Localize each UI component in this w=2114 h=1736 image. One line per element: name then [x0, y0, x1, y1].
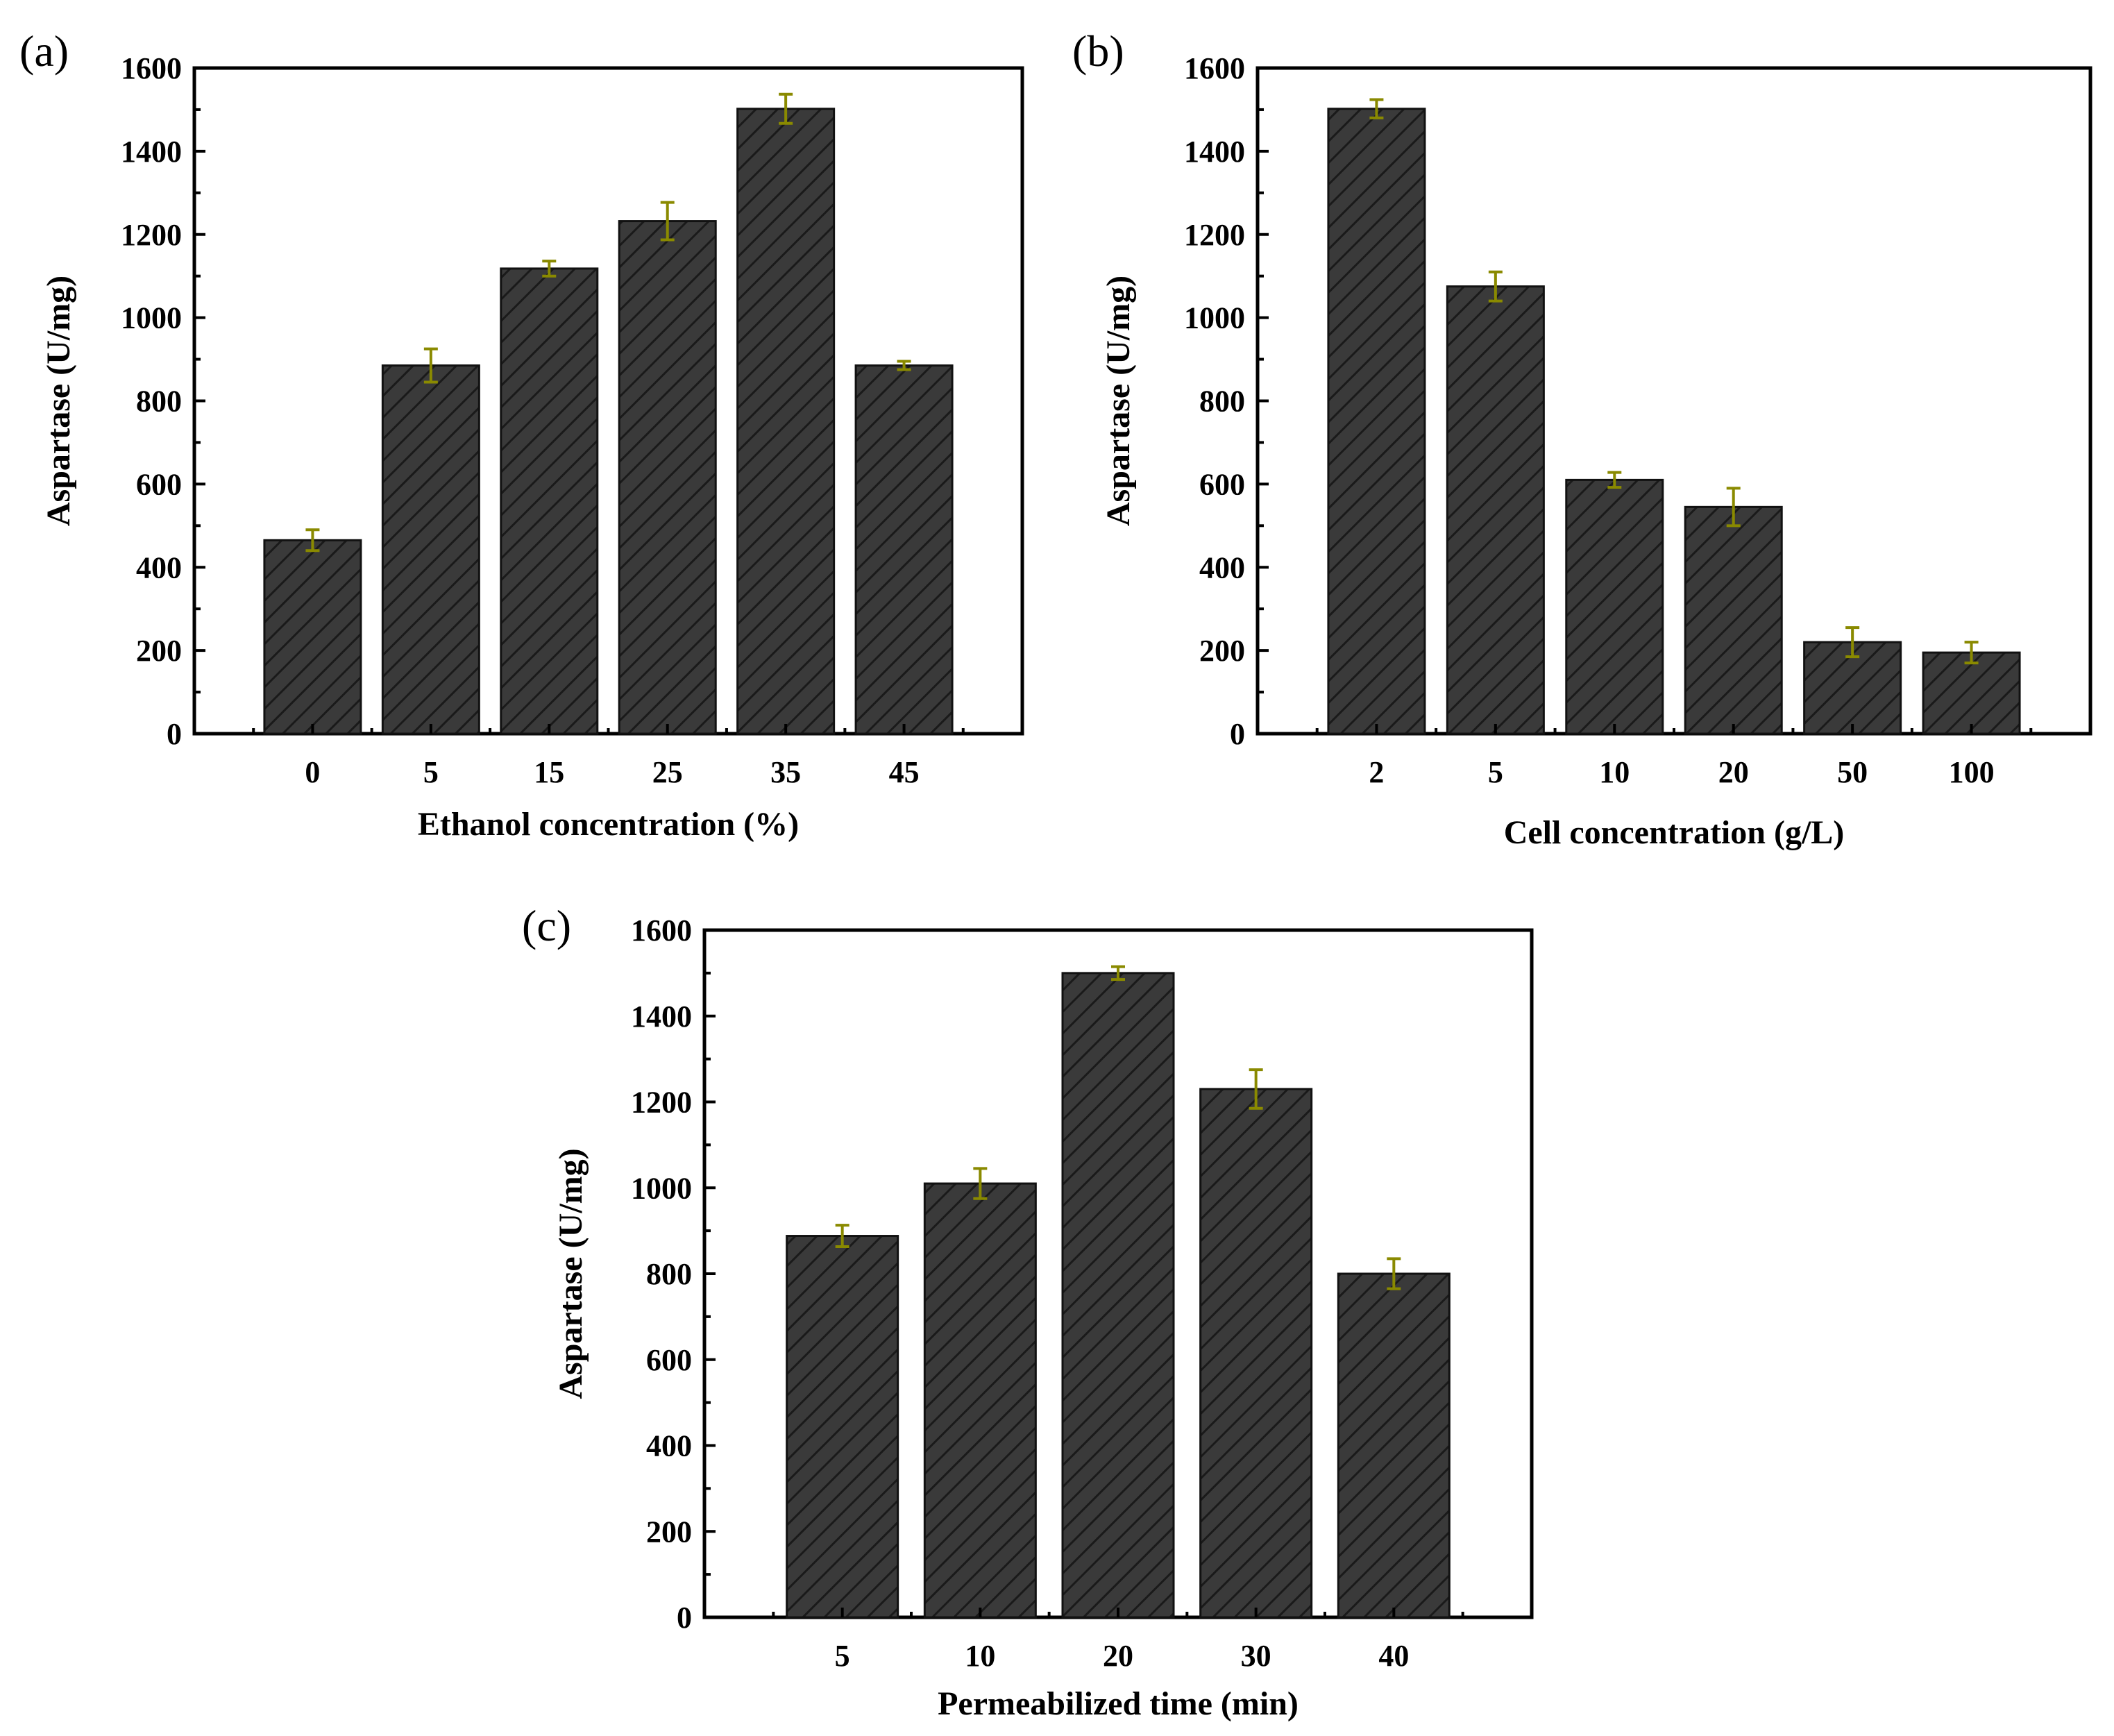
bar: [1199, 1088, 1313, 1619]
y-tick-label: 1600: [1184, 51, 1245, 85]
y-tick-label: 200: [646, 1515, 692, 1549]
x-tick-label: 20: [1718, 755, 1749, 789]
x-tick-label: 10: [1599, 755, 1630, 789]
x-tick-label: 40: [1378, 1639, 1409, 1673]
x-tick-label: 100: [1949, 755, 1995, 789]
y-tick-label: 800: [646, 1257, 692, 1291]
x-tick-label: 35: [770, 755, 801, 789]
panel-label-b: (b): [1072, 26, 1124, 76]
x-tick-label: 20: [1103, 1639, 1133, 1673]
y-tick-label: 1000: [631, 1171, 692, 1205]
x-tick-label: 30: [1241, 1639, 1271, 1673]
y-tick-label: 1200: [631, 1086, 692, 1120]
chart-panel-b: (b) 0 200 400 600 800 1000 1200 1400 1600 2 5 10 20 5…: [1072, 26, 2092, 851]
y-tick-label: 1000: [1184, 301, 1245, 335]
bar: [618, 220, 717, 735]
y-tick-label: 0: [167, 717, 182, 751]
bar: [1337, 1272, 1451, 1619]
y-tick-label: 200: [136, 634, 182, 668]
bar: [1565, 478, 1664, 735]
panel-label-c: (c): [522, 901, 571, 950]
y-tick-label: 1000: [121, 301, 182, 335]
y-tick-label: 600: [1199, 467, 1245, 501]
y-tick-label: 1600: [631, 913, 692, 947]
y-tick-label: 1600: [121, 51, 182, 85]
y-tick-label: 600: [646, 1343, 692, 1377]
y-tick-label: 600: [136, 467, 182, 501]
x-axis-title: Permeabilized time (min): [938, 1685, 1299, 1722]
chart-panel-a: (a) 0 200 400 600 800 1000 1200 1400 1600 0 5 15 25 3…: [19, 26, 1024, 843]
chart-panel-c: (c) 0 200 400 600 800 1000 1200 1400 1600 5 10 20 30…: [522, 901, 1534, 1722]
bar: [854, 364, 954, 735]
y-axis-title: Aspartase (U/mg): [1100, 276, 1137, 526]
y-tick-label: 800: [136, 385, 182, 419]
bar: [736, 108, 836, 735]
y-tick-label: 0: [1230, 717, 1245, 751]
y-tick-label: 400: [136, 550, 182, 584]
x-axis-title: Ethanol concentration (%): [418, 806, 799, 843]
x-tick-label: 50: [1837, 755, 1868, 789]
y-axis-title: Aspartase (U/mg): [552, 1148, 589, 1399]
bar: [500, 267, 599, 735]
y-tick-label: 200: [1199, 634, 1245, 668]
bar: [923, 1182, 1037, 1619]
y-axis-title: Aspartase (U/mg): [40, 276, 77, 526]
y-tick-label: 800: [1199, 385, 1245, 419]
y-tick-label: 1400: [1184, 135, 1245, 169]
bar: [1061, 972, 1175, 1619]
panel-label-a: (a): [19, 26, 69, 76]
bar: [1327, 108, 1426, 735]
x-tick-label: 0: [305, 755, 320, 789]
x-tick-label: 5: [835, 1639, 850, 1673]
bar: [786, 1235, 899, 1619]
bar: [1446, 285, 1545, 735]
y-tick-label: 400: [646, 1429, 692, 1463]
x-tick-label: 5: [423, 755, 439, 789]
x-tick-label: 25: [652, 755, 683, 789]
bar: [381, 364, 480, 735]
bar: [1922, 651, 2021, 735]
x-tick-label: 10: [965, 1639, 995, 1673]
y-tick-label: 0: [677, 1601, 692, 1635]
y-tick-label: 1200: [121, 218, 182, 252]
bar: [263, 539, 362, 735]
y-tick-label: 1400: [631, 1000, 692, 1034]
x-tick-label: 15: [534, 755, 564, 789]
x-tick-label: 45: [889, 755, 920, 789]
y-tick-label: 1400: [121, 135, 182, 169]
y-tick-label: 400: [1199, 550, 1245, 584]
x-axis-title: Cell concentration (g/L): [1504, 814, 1845, 851]
bar: [1684, 505, 1783, 735]
x-tick-label: 2: [1369, 755, 1384, 789]
x-tick-label: 5: [1488, 755, 1503, 789]
y-tick-label: 1200: [1184, 218, 1245, 252]
